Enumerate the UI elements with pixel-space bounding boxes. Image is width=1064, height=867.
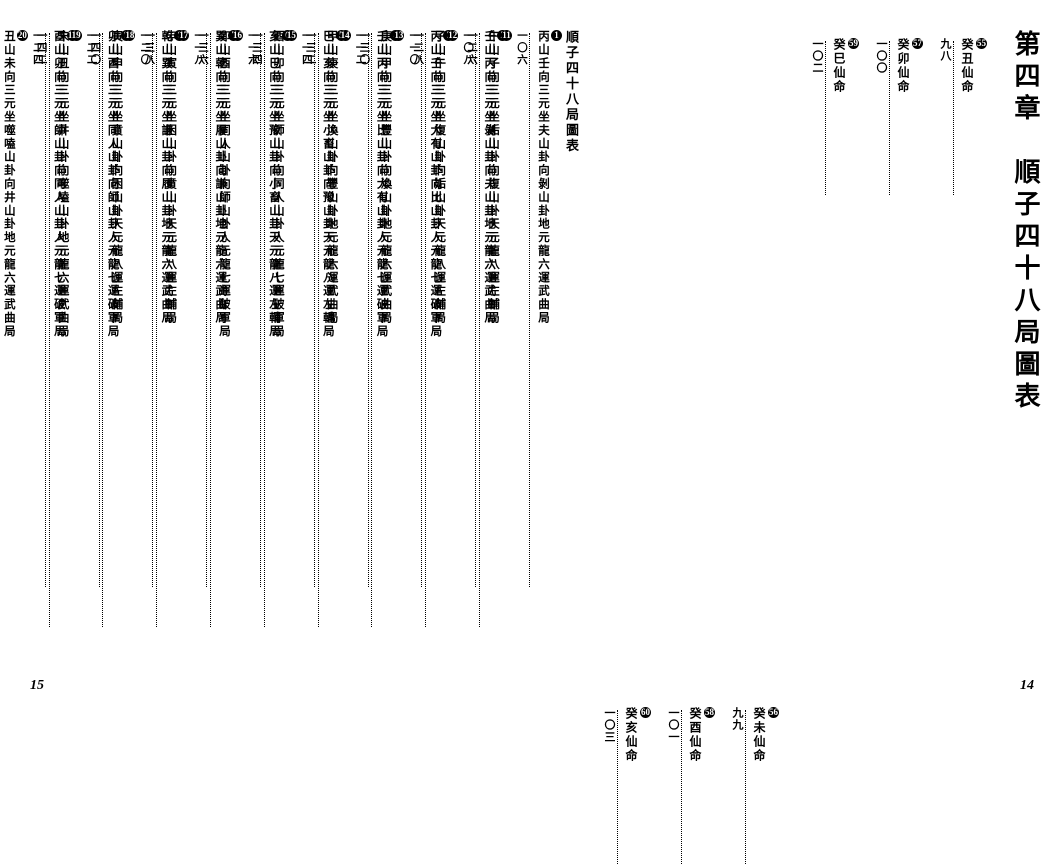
entry-label: 癸亥仙命 bbox=[623, 707, 640, 867]
entry-page: 九九 bbox=[729, 707, 745, 867]
upper-row-2: 56癸未仙命九九 58癸酉仙命一〇一 60癸亥仙命一〇三 bbox=[601, 707, 779, 867]
entry-label: 癸酉仙命 bbox=[687, 707, 704, 867]
upper-entry: 60癸亥仙命一〇三 bbox=[601, 707, 651, 867]
upper-entry: 58癸酉仙命一〇一 bbox=[665, 707, 715, 867]
entry-label: 丑山未向三元坐噬嗑山卦向井山卦地元龍六運武曲局 bbox=[1, 30, 17, 630]
entry-page: 一四二 bbox=[34, 30, 49, 630]
toc-entry: 18寅山申向三元坐賁山卦向困山卦天元龍八運左輔局一四〇 bbox=[87, 30, 135, 630]
entry-page: 一〇〇 bbox=[873, 38, 889, 198]
toc-entry: 20丑山未向三元坐噬嗑山卦向井山卦地元龍六運武曲局一四四 bbox=[0, 30, 28, 630]
entry-label: 卯山酉向三元坐同人山卦向師山卦人元龍七運破軍局 bbox=[216, 30, 232, 630]
toc-entry: 17申山寅向三元坐困山卦向賁山卦天元龍八運左輔局一三八 bbox=[141, 30, 189, 630]
entry-page: 一三八 bbox=[141, 30, 156, 630]
entry-label: 丙山壬向三元坐夫山卦向剝山卦地元龍六運武曲局 bbox=[535, 30, 551, 590]
page-number: 14 bbox=[1020, 678, 1034, 694]
entry-page: 一〇一 bbox=[665, 707, 681, 867]
upper-section: 55癸丑仙命九八57癸卯仙命一〇〇59癸巳仙命一〇二 56癸未仙命九九58癸酉仙… bbox=[601, 30, 987, 687]
leader-dots bbox=[49, 33, 50, 627]
entry-label: 癸未仙命 bbox=[751, 707, 768, 867]
page-right: 14 第四章 順子四十八局圖表 55癸丑仙命九八57癸卯仙命一〇〇59癸巳仙命一… bbox=[532, 0, 1064, 702]
toc-entry: 11午山子向三元坐姤山卦向復山卦天元龍八運左輔局一二六 bbox=[464, 30, 512, 630]
entry-label: 癸卯仙命 bbox=[895, 38, 912, 198]
entry-circle-number: 20 bbox=[17, 30, 28, 41]
chapter-title: 第四章 順子四十八局圖表 bbox=[1007, 30, 1044, 450]
toc-entry: 19未山丑向三元坐井山卦向噬嗑山卦地元龍六運武曲局一四二 bbox=[34, 30, 82, 630]
entry-page: 一三〇 bbox=[356, 30, 371, 630]
entry-label: 酉山卯向三元坐師山卦向同人山卦人元龍七運破軍局 bbox=[270, 30, 286, 630]
entry-circle-number: 17 bbox=[178, 30, 189, 41]
leader-dots bbox=[425, 33, 426, 627]
entry-circle-number: 15 bbox=[286, 30, 297, 41]
entry-label: 寅山申向三元坐賁山卦向困山卦天元龍八運左輔局 bbox=[108, 30, 124, 630]
entry-circle-number: 19 bbox=[71, 30, 82, 41]
upper-row-1: 55癸丑仙命九八 57癸卯仙命一〇〇 59癸巳仙命一〇二 bbox=[809, 38, 987, 687]
entry-label: 未山丑向三元坐井山卦向噬嗑山卦地元龍六運武曲局 bbox=[55, 30, 71, 630]
upper-entry: 55癸丑仙命九八 bbox=[937, 38, 987, 198]
entry-circle-number: 59 bbox=[848, 38, 859, 49]
toc-entry: 15酉山卯向三元坐師山卦向同人山卦人元龍七運破軍局一三四 bbox=[249, 30, 297, 630]
entry-label: 癸丑仙命 bbox=[959, 38, 976, 198]
upper-entry: 57癸卯仙命一〇〇 bbox=[873, 38, 923, 198]
entry-page: 一〇二 bbox=[809, 38, 825, 198]
entry-circle-number: 55 bbox=[976, 38, 987, 49]
entry-circle-number: 57 bbox=[912, 38, 923, 49]
entry-label: 午山子向三元坐姤山卦向復山卦天元龍八運左輔局 bbox=[485, 30, 501, 630]
entry-label: 庚山甲向三元坐豐山卦向渙山卦地元龍六運武曲局 bbox=[377, 30, 393, 630]
entry-circle-number: 60 bbox=[640, 707, 651, 718]
leader-dots bbox=[371, 33, 372, 627]
entry-circle-number: 12 bbox=[447, 30, 458, 41]
entry-label: 子山午向三元坐復山卦向姤山卦天元龍八運左輔局 bbox=[431, 30, 447, 630]
leader-dots bbox=[210, 33, 211, 627]
entry-circle-number: 13 bbox=[393, 30, 404, 41]
toc-entry: 14甲山庚向三元坐渙山卦向豐山卦地元龍六運武曲局一三二 bbox=[303, 30, 351, 630]
toc-entry: 13庚山甲向三元坐豐山卦向渙山卦地元龍六運武曲局一三〇 bbox=[356, 30, 404, 630]
leader-dots bbox=[889, 41, 890, 195]
page-left: 15 11午山子向三元坐姤山卦向復山卦天元龍八運左輔局一二六12子山午向三元坐復… bbox=[0, 0, 532, 702]
entry-page: 一三四 bbox=[249, 30, 264, 630]
entry-circle-number: 18 bbox=[124, 30, 135, 41]
entry-circle-number: 11 bbox=[501, 30, 512, 41]
upper-entry: 59癸巳仙命一〇二 bbox=[809, 38, 859, 198]
leader-dots bbox=[318, 33, 319, 627]
leader-dots bbox=[479, 33, 480, 627]
entry-page: 一二八 bbox=[410, 30, 425, 630]
leader-dots bbox=[953, 41, 954, 195]
upper-entry: 56癸未仙命九九 bbox=[729, 707, 779, 867]
toc-entry: 12子山午向三元坐復山卦向姤山卦天元龍八運左輔局一二八 bbox=[410, 30, 458, 630]
entry-circle-number: 14 bbox=[340, 30, 351, 41]
leader-dots bbox=[681, 710, 682, 864]
leader-dots bbox=[617, 710, 618, 864]
entry-label: 甲山庚向三元坐渙山卦向豐山卦地元龍六運武曲局 bbox=[324, 30, 340, 630]
leader-dots bbox=[745, 710, 746, 864]
leader-dots bbox=[264, 33, 265, 627]
toc-list-left: 11午山子向三元坐姤山卦向復山卦天元龍八運左輔局一二六12子山午向三元坐復山卦向… bbox=[0, 30, 512, 687]
leader-dots bbox=[825, 41, 826, 195]
leader-dots bbox=[102, 33, 103, 627]
leader-dots bbox=[156, 33, 157, 627]
entry-page: 一三二 bbox=[303, 30, 318, 630]
toc-entry: 16卯山酉向三元坐同人山卦向師山卦人元龍七運破軍局一三六 bbox=[195, 30, 243, 630]
entry-circle-number: 56 bbox=[768, 707, 779, 718]
entry-page: 一四〇 bbox=[87, 30, 102, 630]
entry-page: 一〇三 bbox=[601, 707, 617, 867]
entry-label: 申山寅向三元坐困山卦向賁山卦天元龍八運左輔局 bbox=[162, 30, 178, 630]
entry-circle-number: 1 bbox=[551, 30, 562, 41]
entry-label: 癸巳仙命 bbox=[831, 38, 848, 198]
right-content: 55癸丑仙命九八57癸卯仙命一〇〇59癸巳仙命一〇二 56癸未仙命九九58癸酉仙… bbox=[601, 30, 997, 687]
page-number: 15 bbox=[30, 678, 44, 694]
toc-header: 順子四十八局圖表 bbox=[562, 30, 581, 210]
entry-page: 一三六 bbox=[195, 30, 210, 630]
entry-circle-number: 16 bbox=[232, 30, 243, 41]
entry-circle-number: 58 bbox=[704, 707, 715, 718]
entry-page: 九八 bbox=[937, 38, 953, 198]
entry-page: 一二六 bbox=[464, 30, 479, 630]
